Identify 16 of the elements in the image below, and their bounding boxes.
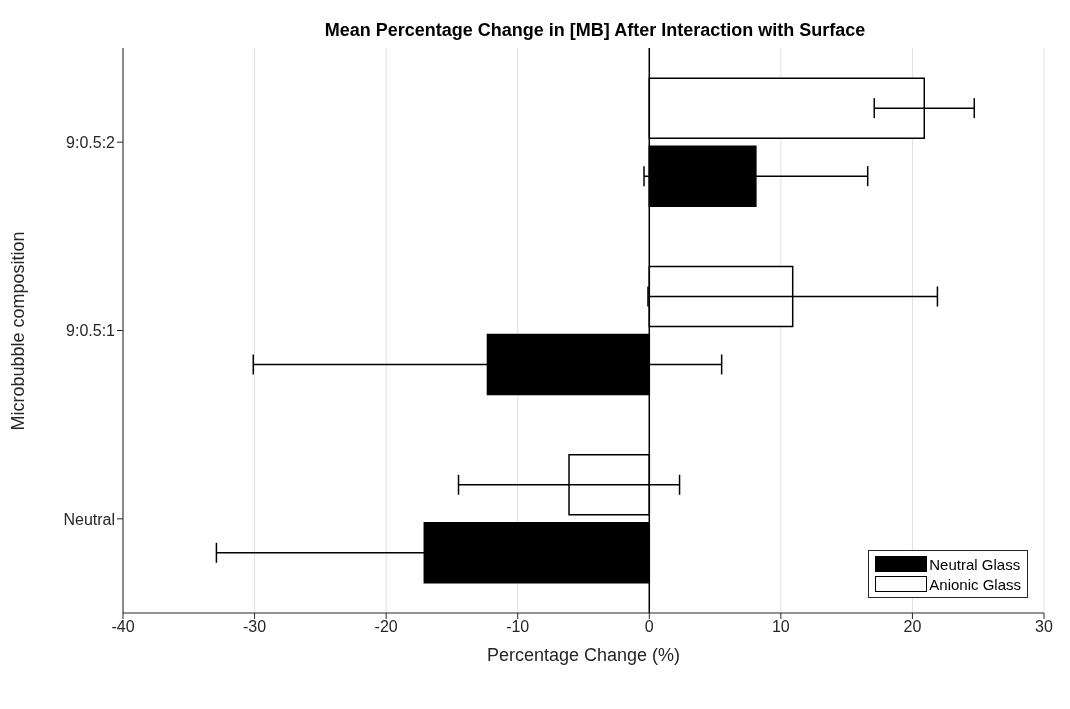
y-tick-label: 9:0.5:1 bbox=[66, 322, 116, 340]
x-tick-label: 0 bbox=[644, 618, 654, 636]
legend-label: Anionic Glass bbox=[929, 575, 1021, 593]
y-axis-title: Microbubble composition bbox=[8, 231, 29, 431]
y-tick-label: 9:0.5:2 bbox=[66, 133, 116, 151]
x-axis-title: Percentage Change (%) bbox=[486, 645, 681, 665]
y-tick-label: Neutral bbox=[63, 510, 115, 528]
legend-label: Neutral Glass bbox=[929, 555, 1021, 573]
x-tick-label: -10 bbox=[506, 618, 530, 636]
x-tick-label: 20 bbox=[903, 618, 922, 636]
x-tick-label: 30 bbox=[1035, 618, 1053, 636]
chart-title: Mean Percentage Change in [MB] After Interaction with Surface bbox=[323, 20, 867, 41]
x-tick-label: -30 bbox=[243, 618, 267, 636]
x-tick-label: -40 bbox=[111, 618, 135, 636]
x-tick-label: 10 bbox=[771, 618, 790, 636]
x-tick-label: -20 bbox=[374, 618, 398, 636]
